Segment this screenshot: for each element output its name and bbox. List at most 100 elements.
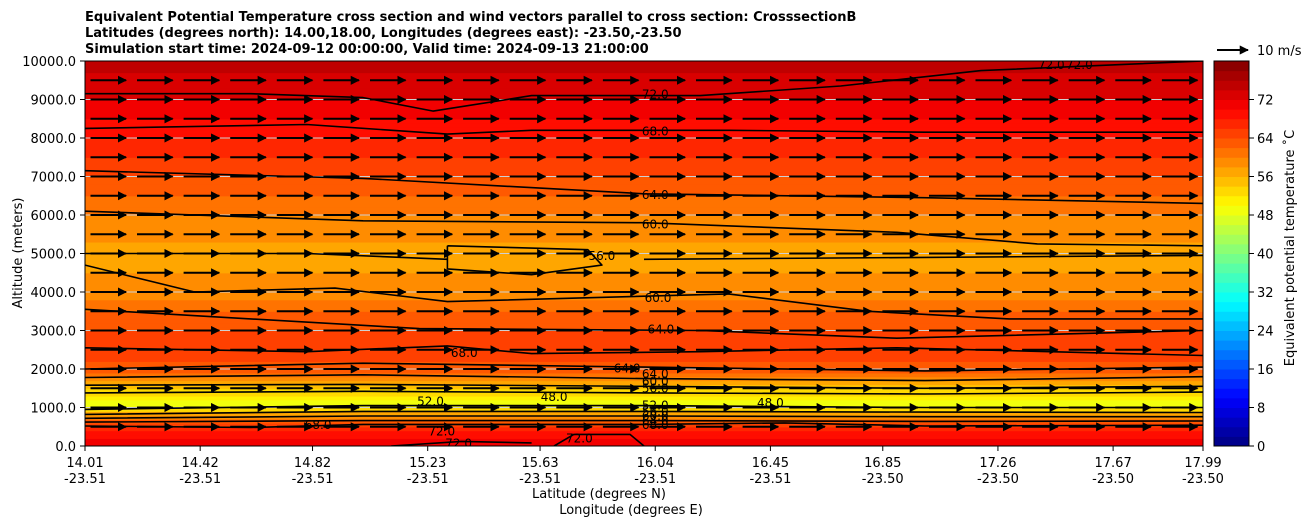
y-tick-label: 6000.0 <box>31 209 77 224</box>
field-band <box>85 164 1203 170</box>
field-band <box>85 253 1203 258</box>
colorbar-band <box>1214 388 1249 399</box>
field-band <box>85 326 1203 332</box>
contour-label: 72.0 <box>1038 58 1065 72</box>
contour-label: 68.0 <box>642 124 669 138</box>
field-band <box>85 261 1203 266</box>
x-tick-label-lon: -23.50 <box>1092 472 1134 487</box>
field-band <box>85 203 1203 208</box>
field-band <box>85 238 1203 243</box>
contour-line <box>85 383 1203 390</box>
colorbar-band <box>1214 417 1249 428</box>
contour-label: 48.0 <box>541 390 568 404</box>
field-band <box>85 411 1203 416</box>
x-tick-label-lat: 14.82 <box>294 456 331 471</box>
contour-label: 48.0 <box>757 396 784 410</box>
field-band <box>85 234 1203 239</box>
colorbar-band <box>1214 243 1249 254</box>
colorbar-band <box>1214 436 1249 447</box>
field-band <box>85 334 1203 339</box>
y-axis: 0.0 1000.0 2000.0 3000.0 4000.0 5000.0 6000.0 7… <box>22 55 85 455</box>
contour-label: 72.0 <box>566 431 593 445</box>
field-band <box>85 372 1203 378</box>
colorbar-band <box>1214 166 1249 177</box>
field-band <box>85 342 1203 347</box>
colorbar-band <box>1214 282 1249 293</box>
contour-line <box>85 415 1203 420</box>
title-line-2: Latitudes (degrees north): 14.00,18.00, … <box>85 26 682 41</box>
field-band <box>85 153 1203 158</box>
field-band <box>85 68 1203 74</box>
colorbar-band <box>1214 407 1249 418</box>
x-tick-label-lat: 16.85 <box>864 456 901 471</box>
colorbar-band <box>1214 205 1249 216</box>
field-band <box>85 380 1203 385</box>
field-band <box>85 245 1203 251</box>
field-band <box>85 215 1203 220</box>
field-band <box>85 184 1203 189</box>
contour-line <box>85 169 1203 205</box>
field-band <box>85 288 1203 293</box>
contour-label: 64.0 <box>647 322 674 336</box>
contour-label: 56.0 <box>589 249 616 263</box>
contour-label: 52.0 <box>642 399 669 413</box>
field-band <box>85 388 1203 393</box>
x-tick-label-lat: 14.01 <box>66 456 103 471</box>
contour-line <box>85 362 1203 372</box>
colorbar-bands <box>1214 61 1249 447</box>
field-band <box>85 407 1203 412</box>
field-band <box>85 392 1203 397</box>
colorbar-band <box>1214 157 1249 168</box>
field-band <box>85 195 1203 201</box>
field-band <box>85 134 1203 139</box>
colorbar-band <box>1214 359 1249 370</box>
field-band <box>85 64 1203 70</box>
field-band <box>85 114 1203 120</box>
field-band <box>85 292 1203 297</box>
x-tick-label-lat: 17.26 <box>979 456 1016 471</box>
y-tick-label: 2000.0 <box>31 363 77 378</box>
field-band <box>85 303 1203 308</box>
y-tick-label: 1000.0 <box>31 402 77 417</box>
colorbar-label: Equivalent potential temperature ˚C <box>1282 130 1298 366</box>
colorbar-tick-label: 24 <box>1257 325 1274 340</box>
field-band <box>85 272 1203 278</box>
y-tick-label: 7000.0 <box>31 171 77 186</box>
field-band <box>85 369 1203 374</box>
field-band <box>85 207 1203 212</box>
x-tick-label-lon: -23.50 <box>977 472 1019 487</box>
colorbar-band <box>1214 195 1249 206</box>
colorbar-tick-label: 64 <box>1257 132 1274 147</box>
contour-line <box>85 404 1203 411</box>
x-tick-label-lon: -23.51 <box>64 472 106 487</box>
field-band <box>85 76 1203 81</box>
contour-line <box>85 210 1203 247</box>
x-tick-label-lon: -23.51 <box>749 472 791 487</box>
field-band <box>85 330 1203 335</box>
field-band <box>85 399 1203 405</box>
field-band <box>85 241 1203 247</box>
colorbar: 0 8 16 24 32 40 48 56 64 72 Equivalent potential … <box>1213 60 1298 455</box>
y-tick-label: 5000.0 <box>31 248 77 263</box>
contour-line <box>85 390 1203 395</box>
contour-label: 56.0 <box>642 381 669 395</box>
colorbar-band <box>1214 70 1249 81</box>
contour-line <box>85 419 1203 423</box>
field-band <box>85 426 1203 432</box>
contour-label: 68.0 <box>451 346 478 360</box>
y-tick-label: 9000.0 <box>31 94 77 109</box>
field-band <box>85 311 1203 316</box>
contour-line <box>391 440 532 446</box>
field-band <box>85 161 1203 166</box>
colorbar-band <box>1214 80 1249 91</box>
x-axis-label-longitude: Longitude (degrees E) <box>559 503 703 518</box>
contour-label: 64.0 <box>642 367 669 381</box>
y-tick-label: 0.0 <box>55 440 76 455</box>
field-band <box>85 226 1203 231</box>
field-band <box>85 145 1203 151</box>
field-band <box>85 130 1203 135</box>
field-band <box>85 345 1203 351</box>
x-tick-label-lat: 15.23 <box>409 456 446 471</box>
contour-line <box>85 123 1203 135</box>
field-band <box>85 276 1203 282</box>
